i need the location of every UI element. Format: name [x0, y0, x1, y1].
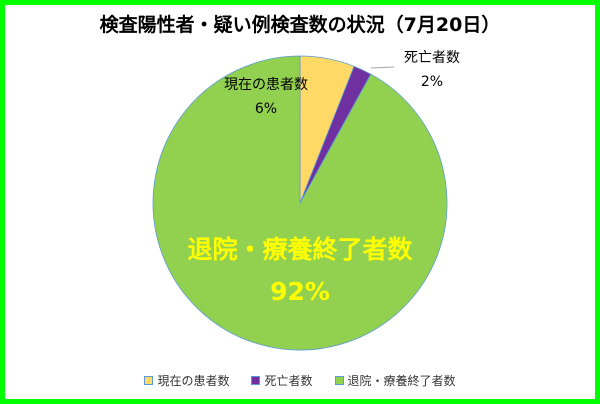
- legend-item-2: 死亡者数: [251, 372, 313, 389]
- legend-swatch: [251, 376, 261, 385]
- pie-slices: [152, 55, 448, 351]
- slice-3-label: 退院・療養終了者数: [187, 235, 413, 264]
- legend-swatch: [334, 376, 344, 385]
- chart-legend: 現在の患者数 死亡者数 退院・療養終了者数: [0, 372, 600, 389]
- legend-item-3: 退院・療養終了者数: [334, 372, 456, 389]
- slice-2-leader-line: [370, 66, 395, 69]
- legend-item-1: 現在の患者数: [144, 372, 229, 389]
- leader-lines: [370, 66, 395, 69]
- data-labels: 現在の患者数 6% 死亡者数 2% 退院・療養終了者数 92%: [187, 50, 460, 306]
- legend-label: 死亡者数: [264, 374, 313, 388]
- legend-label: 現在の患者数: [157, 374, 230, 388]
- slice-2-value-label: 2%: [421, 74, 443, 90]
- legend-swatch: [144, 376, 154, 385]
- legend-label: 退院・療養終了者数: [347, 374, 456, 388]
- chart-title: 検査陽性者・疑い例検査数の状況（7月20日）: [99, 14, 501, 36]
- slice-1-label: 現在の患者数: [224, 77, 308, 93]
- slice-1-value-label: 6%: [255, 101, 277, 117]
- slice-3-value-label: 92%: [270, 277, 330, 306]
- slice-3-wedge: [152, 55, 448, 351]
- slice-2-label: 死亡者数: [404, 50, 460, 66]
